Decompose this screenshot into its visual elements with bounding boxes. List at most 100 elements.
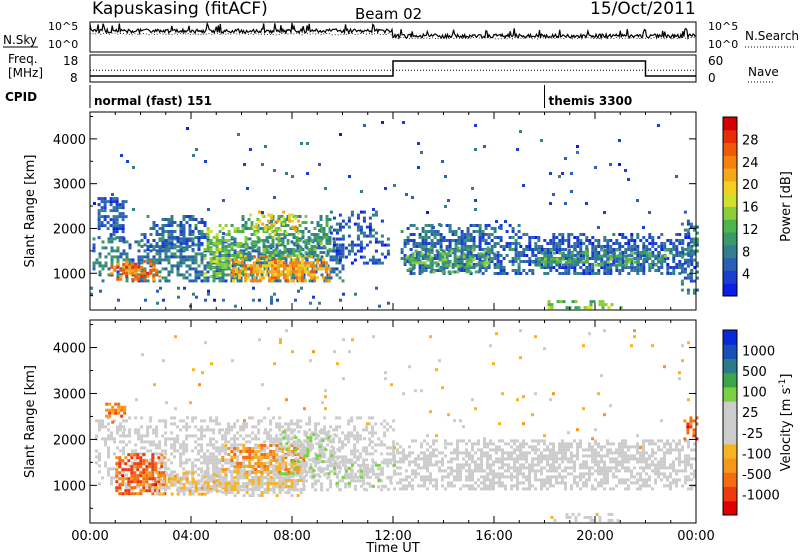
heatmap-cell — [371, 261, 375, 265]
heatmap-cell — [615, 460, 618, 464]
heatmap-cell — [660, 263, 664, 266]
heatmap-cell — [531, 251, 535, 254]
heatmap-cell — [645, 254, 649, 258]
heatmap-cell — [137, 274, 141, 278]
heatmap-cell — [639, 266, 643, 269]
heatmap-cell — [182, 461, 186, 465]
heatmap-cell — [588, 454, 591, 458]
heatmap-cell — [406, 269, 410, 272]
heatmap-cell — [380, 243, 384, 247]
heatmap-cell — [182, 473, 186, 477]
heatmap-cell — [594, 166, 597, 169]
heatmap-cell — [152, 268, 156, 272]
heatmap-cell — [116, 476, 119, 480]
heatmap-cell — [513, 442, 516, 446]
heatmap-cell — [158, 419, 162, 423]
heatmap-cell — [573, 266, 577, 269]
heatmap-cell — [519, 442, 522, 446]
heatmap-cell — [654, 472, 657, 476]
heatmap-cell — [570, 487, 573, 491]
heatmap-cell — [354, 292, 357, 296]
heatmap-cell — [293, 464, 297, 468]
heatmap-cell — [377, 485, 381, 489]
heatmap-cell — [456, 439, 459, 443]
heatmap-cell — [591, 487, 594, 491]
heatmap-cell — [537, 236, 541, 239]
heatmap-cell — [678, 266, 682, 269]
heatmap-cell — [591, 272, 595, 275]
heatmap-cell — [230, 236, 234, 239]
heatmap-cell — [399, 460, 402, 464]
heatmap-cell — [420, 457, 423, 461]
heatmap-cell — [146, 440, 150, 444]
heatmap-cell — [692, 252, 696, 256]
heatmap-cell — [134, 268, 138, 272]
heatmap-cell — [176, 249, 180, 253]
heatmap-cell — [630, 239, 634, 242]
heatmap-cell — [448, 254, 452, 257]
heatmap-cell — [179, 446, 183, 450]
heatmap-cell — [402, 460, 405, 464]
heatmap-cell — [411, 252, 415, 256]
heatmap-cell — [393, 487, 396, 491]
heatmap-cell — [597, 466, 600, 470]
heatmap-cell — [322, 251, 326, 254]
heatmap-cell — [353, 446, 357, 450]
heatmap-cell — [341, 243, 345, 247]
heatmap-cell — [209, 246, 213, 250]
heatmap-cell — [197, 273, 201, 277]
heatmap-cell — [471, 487, 474, 491]
heatmap-cell — [492, 481, 495, 485]
heatmap-cell — [188, 482, 192, 486]
heatmap-cell — [306, 264, 310, 268]
heatmap-cell — [268, 257, 272, 260]
heatmap-cell — [609, 245, 613, 248]
heatmap-cell — [471, 445, 474, 449]
heatmap-cell — [475, 230, 479, 233]
heatmap-cell — [639, 484, 642, 488]
heatmap-cell — [215, 239, 219, 242]
heatmap-cell — [585, 484, 588, 488]
heatmap-cell — [323, 446, 327, 450]
heatmap-cell — [347, 422, 351, 426]
heatmap-cell — [666, 439, 669, 443]
heatmap-cell — [203, 482, 207, 486]
heatmap-cell — [115, 227, 119, 231]
heatmap-cell — [492, 463, 495, 467]
heatmap-cell — [119, 268, 123, 272]
heatmap-cell — [441, 249, 445, 253]
heatmap-cell — [454, 230, 458, 233]
heatmap-cell — [107, 446, 110, 450]
heatmap-cell — [115, 209, 119, 213]
heatmap-cell — [318, 229, 321, 232]
heatmap-cell — [559, 300, 563, 304]
heatmap-cell — [675, 445, 678, 449]
heatmap-cell — [344, 485, 348, 489]
heatmap-cell — [230, 446, 234, 450]
heatmap-cell — [200, 273, 204, 277]
heatmap-cell — [450, 460, 453, 464]
heatmap-cell — [185, 488, 189, 492]
heatmap-cell — [606, 475, 609, 479]
heatmap-cell — [124, 215, 128, 219]
heatmap-cell — [582, 260, 586, 264]
heatmap-cell — [427, 224, 431, 227]
heatmap-cell — [499, 266, 503, 269]
heatmap-cell — [128, 258, 132, 262]
heatmap-cell — [564, 451, 567, 455]
heatmap-cell — [164, 452, 168, 456]
heatmap-cell — [618, 463, 621, 467]
heatmap-cell — [200, 431, 204, 435]
heatmap-cell — [191, 242, 195, 245]
heatmap-cell — [504, 220, 507, 223]
heatmap-cell — [483, 249, 487, 253]
heatmap-cell — [167, 230, 171, 233]
heatmap-cell — [242, 461, 246, 465]
heatmap-cell — [292, 251, 296, 254]
heatmap-cell — [249, 213, 253, 217]
heatmap-cell — [260, 458, 264, 462]
heatmap-cell — [209, 455, 213, 459]
heatmap-cell — [100, 215, 104, 219]
noise-search-line — [89, 32, 697, 40]
